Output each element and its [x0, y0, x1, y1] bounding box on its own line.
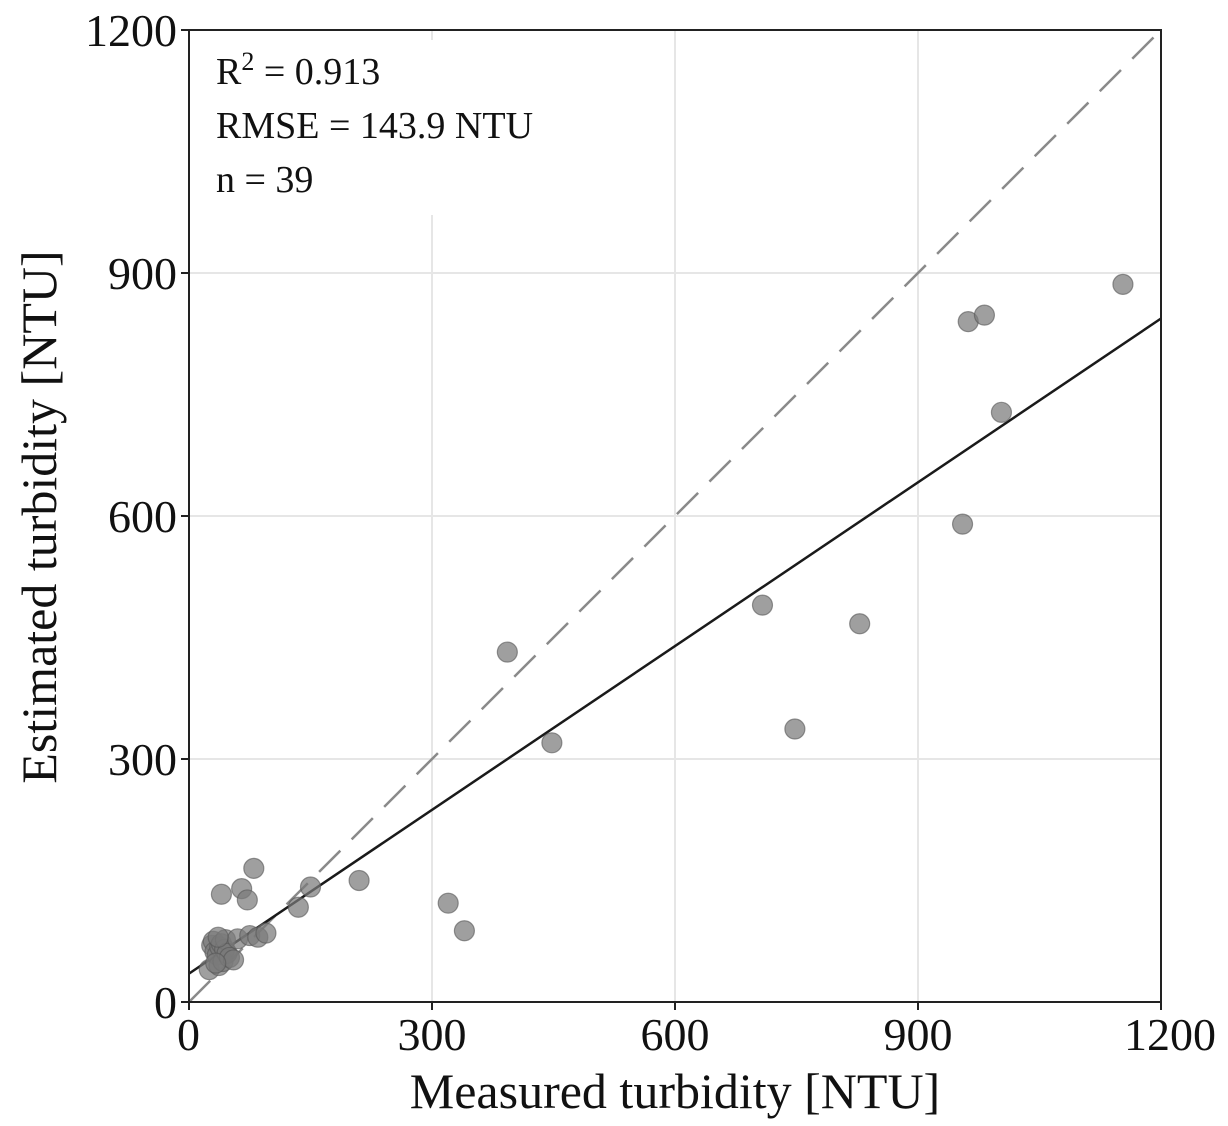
x-tick-label-1: 300 [398, 1009, 467, 1060]
rmse-annotation: RMSE = 143.9 NTU [216, 105, 533, 147]
annotation-background [196, 40, 616, 215]
data-point-17 [236, 889, 258, 911]
data-point-21 [255, 922, 277, 944]
data-point-31 [849, 613, 871, 635]
reference-lines [188, 29, 1162, 1003]
data-point-29 [751, 594, 774, 616]
x-tick-label-2: 600 [641, 1009, 710, 1060]
data-points [198, 273, 1134, 981]
data-point-27 [496, 641, 518, 663]
x-axis-title: Measured turbidity [NTU] [410, 1063, 940, 1119]
r2-superscript: 2 [241, 47, 254, 76]
data-point-14 [210, 883, 232, 905]
y-axis-title: Estimated turbidity [NTU] [11, 250, 67, 783]
y-tick-label-3: 900 [108, 248, 177, 299]
n-annotation: n = 39 [216, 159, 313, 201]
data-point-32 [951, 513, 974, 535]
data-point-36 [1112, 273, 1134, 295]
data-point-37 [205, 952, 227, 974]
data-point-24 [348, 869, 370, 892]
x-tick-label-3: 900 [884, 1009, 953, 1060]
data-point-28 [541, 732, 563, 754]
data-point-30 [784, 718, 806, 740]
data-point-19 [243, 857, 265, 879]
data-point-22 [287, 896, 309, 918]
data-point-13 [222, 949, 245, 971]
data-point-35 [990, 401, 1013, 423]
data-point-26 [453, 920, 475, 942]
data-point-23 [299, 876, 322, 898]
x-tick-label-4: 1200 [1124, 1009, 1216, 1060]
y-tick-label-4: 1200 [85, 5, 177, 56]
r2-value: = 0.913 [254, 51, 380, 93]
y-tick-label-0: 0 [154, 977, 177, 1028]
y-tick-label-1: 300 [108, 734, 177, 785]
y-tick-label-2: 600 [108, 491, 177, 542]
data-point-34 [973, 304, 996, 326]
data-point-25 [437, 892, 459, 914]
x-tick-label-0: 0 [177, 1009, 200, 1060]
axis-ticks: 0 300 600 900 1200 0 300 600 900 1200 [85, 5, 1216, 1060]
regression-line [188, 317, 1162, 975]
r2-annotation: R2 = 0.913 [216, 47, 380, 93]
data-point-38 [207, 926, 229, 948]
